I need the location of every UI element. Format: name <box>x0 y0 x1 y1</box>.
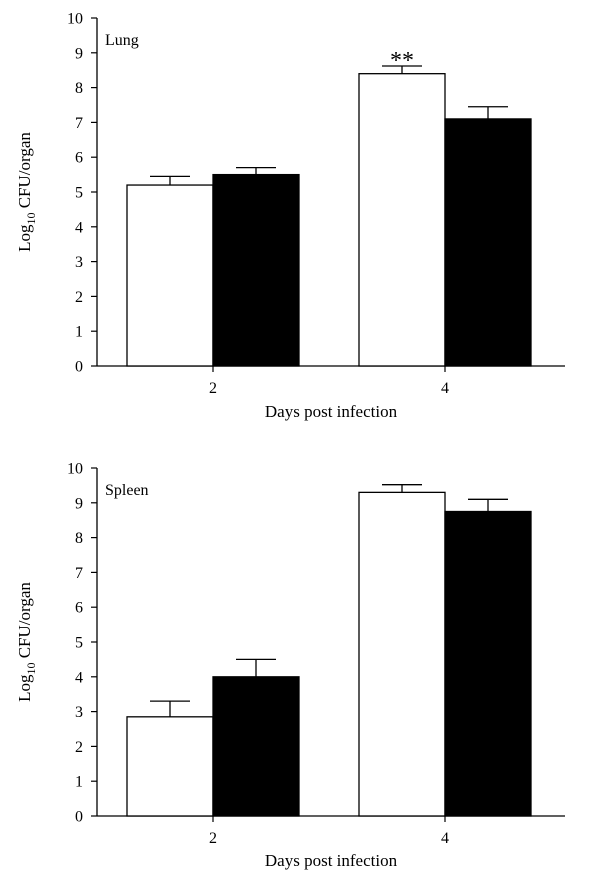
y-tick-label: 10 <box>67 461 83 478</box>
y-tick-label: 2 <box>75 289 83 306</box>
y-tick-label: 6 <box>75 600 83 617</box>
chart-panel-2: 0 1 2 3 4 5 6 7 8 9 10 2 4 Spleen Days post infection L… <box>15 461 565 870</box>
bar-series1-day4 <box>358 491 446 817</box>
y-tick-label: 6 <box>75 150 83 167</box>
x-axis-title: Days post infection <box>265 402 398 421</box>
y-tick-label: 9 <box>75 495 83 512</box>
y-axis-title-suffix: CFU/organ <box>15 132 34 213</box>
x-tick-label: 2 <box>209 380 217 397</box>
bar-series2-day4 <box>444 510 532 817</box>
y-tick-label: 8 <box>75 80 83 97</box>
y-tick-label: 0 <box>75 809 83 826</box>
x-tick-label: 2 <box>209 830 217 847</box>
x-tick-label: 4 <box>441 830 449 847</box>
chart-panel-1: 0 1 2 3 4 5 6 7 8 9 10 2 4 ** Lung Days post infection L… <box>15 11 565 421</box>
bar-series1-day2 <box>126 716 214 817</box>
bar-series2-day4 <box>444 118 532 367</box>
y-tick-label: 5 <box>75 635 83 652</box>
y-tick-label: 4 <box>75 219 83 236</box>
significance-label: ** <box>390 48 414 74</box>
y-tick-label: 7 <box>75 565 83 582</box>
y-axis-title-suffix: CFU/organ <box>15 582 34 663</box>
y-tick-label: 3 <box>75 254 83 271</box>
panel-label: Lung <box>105 32 139 49</box>
bar-series1-day2 <box>126 184 214 367</box>
y-tick-label: 4 <box>75 669 83 686</box>
y-axis-title-subscript: 10 <box>24 663 38 675</box>
bar-series1-day4 <box>358 73 446 367</box>
x-axis-title: Days post infection <box>265 851 398 870</box>
y-tick-label: 5 <box>75 185 83 202</box>
y-tick-label: 3 <box>75 704 83 721</box>
y-tick-label: 2 <box>75 739 83 756</box>
y-tick-label: 1 <box>75 324 83 341</box>
y-axis-title: Log10 CFU/organ <box>15 582 38 702</box>
y-axis-title: Log10 CFU/organ <box>15 132 38 252</box>
bar-series2-day2 <box>212 676 300 817</box>
y-tick-label: 9 <box>75 45 83 62</box>
panel-label: Spleen <box>105 482 149 499</box>
y-tick-label: 7 <box>75 115 83 132</box>
x-tick-label: 4 <box>441 380 449 397</box>
y-axis-title-prefix: Log <box>15 674 34 702</box>
y-tick-label: 8 <box>75 530 83 547</box>
y-axis-title-subscript: 10 <box>24 213 38 225</box>
y-axis-title-prefix: Log <box>15 224 34 252</box>
y-tick-label: 0 <box>75 359 83 376</box>
y-tick-label: 10 <box>67 11 83 28</box>
y-tick-label: 1 <box>75 774 83 791</box>
bar-series2-day2 <box>212 173 300 367</box>
